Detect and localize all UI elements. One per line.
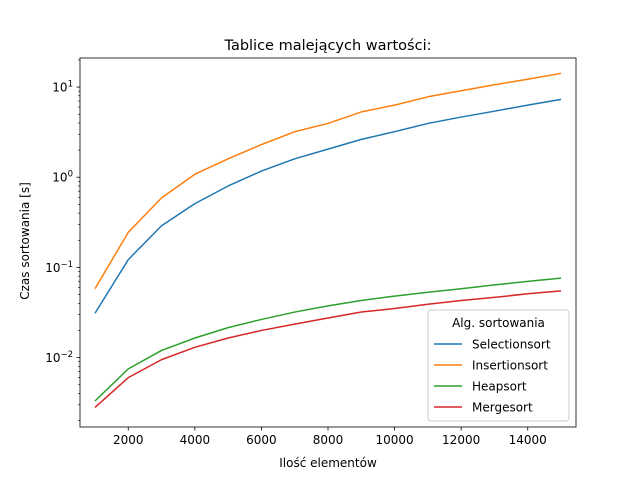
series-lines: [94, 72, 562, 409]
x-tick-label: 8000: [313, 433, 344, 447]
y-tick-label: 10−1: [45, 260, 73, 275]
x-tick-label: 2000: [113, 433, 144, 447]
axes: 2000 4000 6000 8000 10000 12000 14000 10−2 10−1 1…: [45, 57, 577, 447]
x-tick-label: 14000: [509, 433, 547, 447]
series-line-selectionsort: [94, 98, 562, 314]
legend: Alg. sortowania Selectionsort Insertionsor…: [427, 309, 570, 422]
y-tick-label: 101: [52, 80, 73, 95]
y-tick-label: 10−2: [45, 350, 73, 365]
legend-box: [427, 309, 570, 422]
legend-title: Alg. sortowania: [452, 316, 545, 330]
legend-entry: Heapsort: [472, 380, 527, 394]
x-tick-label: 10000: [375, 433, 413, 447]
series-line-heapsort: [94, 277, 562, 402]
legend-entry: Selectionsort: [472, 338, 551, 352]
x-tick-label: 4000: [180, 433, 211, 447]
series-line-mergesort: [94, 290, 562, 409]
x-axis-label: Ilość elementów: [279, 456, 377, 470]
y-tick-label: 100: [52, 170, 73, 185]
series-line-insertionsort: [94, 72, 562, 290]
chart-title: Tablice malejących wartości:: [223, 38, 431, 54]
legend-entry: Mergesort: [472, 401, 533, 415]
x-tick-label: 12000: [442, 433, 480, 447]
legend-entry: Insertionsort: [472, 359, 548, 373]
y-axis-label: Czas sortowania [s]: [18, 182, 32, 300]
x-tick-label: 6000: [246, 433, 277, 447]
